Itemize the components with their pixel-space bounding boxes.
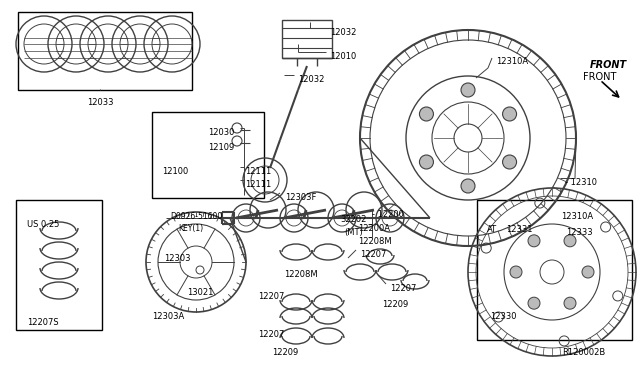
Circle shape [564, 235, 576, 247]
Text: 12032: 12032 [298, 75, 324, 84]
Circle shape [461, 83, 475, 97]
Circle shape [510, 266, 522, 278]
Text: 12207: 12207 [258, 292, 284, 301]
Text: AT: AT [487, 225, 497, 234]
Bar [477, 200, 632, 340]
Text: 12030: 12030 [208, 128, 234, 137]
Text: 12310A: 12310A [496, 57, 528, 66]
Text: 12207: 12207 [390, 284, 417, 293]
Text: 12209: 12209 [382, 300, 408, 309]
Text: D0926-51600: D0926-51600 [170, 212, 222, 221]
Bar [282, 20, 332, 58]
Circle shape [461, 179, 475, 193]
Text: 12207S: 12207S [27, 318, 59, 327]
Text: 12111: 12111 [245, 167, 271, 176]
Circle shape [528, 235, 540, 247]
Text: 12303: 12303 [164, 254, 191, 263]
Bar [18, 12, 192, 90]
Circle shape [502, 107, 516, 121]
Circle shape [564, 297, 576, 309]
Text: 12209: 12209 [272, 348, 298, 357]
Text: 12208M: 12208M [284, 270, 317, 279]
Text: 12109: 12109 [208, 143, 234, 152]
Text: 12310A: 12310A [561, 212, 593, 221]
Text: (MT): (MT) [344, 228, 363, 237]
Text: 13021: 13021 [187, 288, 213, 297]
Text: FRONT: FRONT [590, 60, 627, 70]
Text: 12208M: 12208M [358, 237, 392, 246]
Text: 12100: 12100 [162, 167, 188, 176]
Text: KEY(1): KEY(1) [178, 224, 203, 233]
Text: FRONT: FRONT [583, 72, 617, 82]
Text: R120002B: R120002B [563, 348, 605, 357]
Circle shape [582, 266, 594, 278]
Text: - 12200: - 12200 [372, 210, 404, 219]
Text: 12032: 12032 [330, 28, 356, 37]
Text: 12303A: 12303A [152, 312, 184, 321]
Text: 32202: 32202 [340, 215, 366, 224]
Circle shape [528, 297, 540, 309]
Circle shape [419, 107, 433, 121]
Bar [152, 112, 264, 198]
Text: 12111: 12111 [245, 180, 271, 189]
Text: 12207: 12207 [360, 250, 387, 259]
Text: 12033: 12033 [87, 98, 113, 107]
Text: 12207: 12207 [258, 330, 284, 339]
Text: US 0.25: US 0.25 [27, 220, 59, 229]
Bar [16, 200, 102, 330]
Text: 12330: 12330 [490, 312, 516, 321]
Text: 12333: 12333 [566, 228, 593, 237]
Text: 12331: 12331 [506, 225, 532, 234]
Text: 12303F: 12303F [285, 193, 316, 202]
Text: 12010: 12010 [330, 52, 356, 61]
Circle shape [502, 155, 516, 169]
Circle shape [419, 155, 433, 169]
Text: - 12310: - 12310 [565, 178, 597, 187]
Text: 12200A: 12200A [358, 224, 390, 233]
